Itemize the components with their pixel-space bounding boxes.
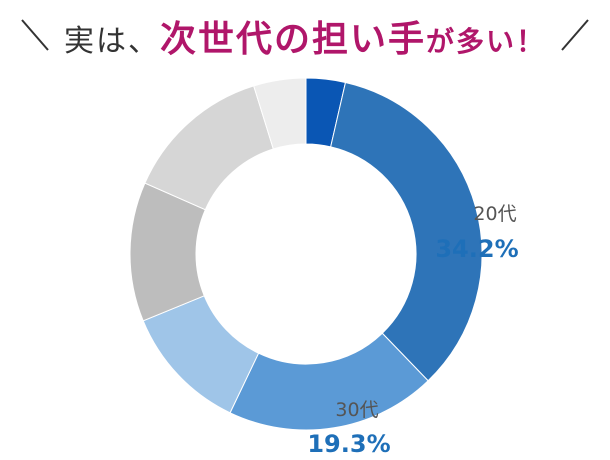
headline: 実は、 次世代の担い手 が多い！: [0, 0, 610, 70]
headline-text: 実は、 次世代の担い手 が多い！: [60, 10, 550, 60]
donut-slice-6: [253, 77, 307, 150]
headline-part2: 次世代の担い手: [159, 19, 426, 60]
donut-slices: [129, 77, 483, 431]
label-category-20s: 20代: [473, 203, 516, 225]
left-slash-decoration: [21, 19, 49, 51]
age-donut-chart: 20代 34.2% 30代 19.3%: [129, 77, 519, 458]
headline-part1: 実は、: [63, 24, 160, 59]
headline-decoration: [21, 19, 589, 51]
label-percent-20s: 34.2%: [435, 235, 518, 263]
label-percent-30s: 19.3%: [307, 430, 390, 458]
donut-hole: [196, 144, 416, 364]
label-category-30s: 30代: [335, 399, 378, 421]
right-slash-decoration: [561, 19, 589, 51]
headline-part3: が多い！: [426, 25, 547, 58]
donut-labels: 20代 34.2% 30代 19.3%: [307, 203, 518, 458]
donut-slice-1: [330, 81, 483, 382]
